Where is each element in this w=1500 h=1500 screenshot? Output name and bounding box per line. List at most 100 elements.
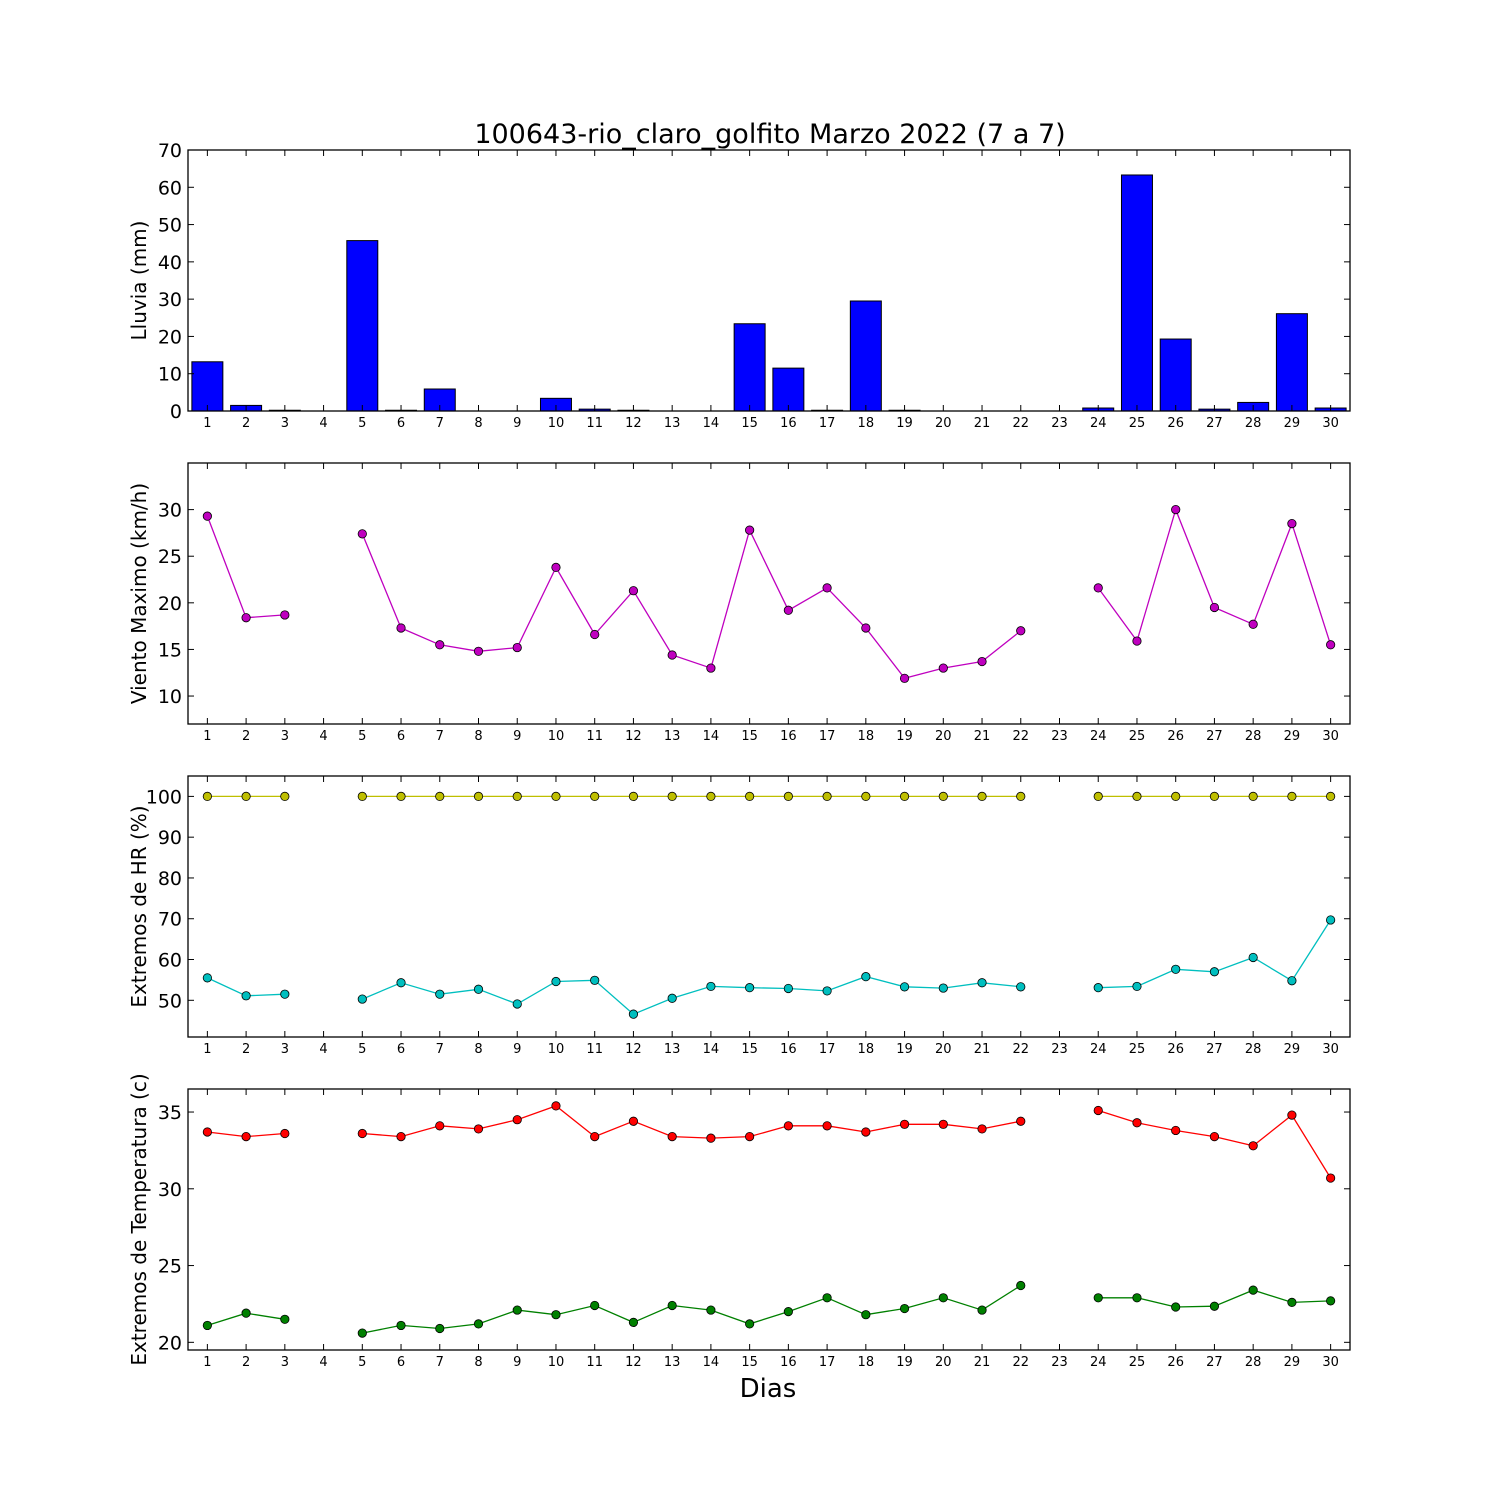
series-1-point-day-30 <box>1326 1173 1336 1183</box>
series-1-point-day-6 <box>396 623 406 633</box>
x-tick-label: 15 <box>741 1355 758 1370</box>
series-2-point-day-3 <box>280 989 290 999</box>
x-tick-label: 12 <box>625 729 642 744</box>
y-tick-label: 80 <box>158 868 182 890</box>
series-1-point-day-13 <box>667 1131 677 1142</box>
series-1-point-day-24 <box>1093 1105 1103 1116</box>
series-1-point-day-29 <box>1287 1110 1297 1120</box>
series-1-point-day-11 <box>590 791 600 801</box>
x-tick-label: 5 <box>358 1355 366 1370</box>
x-tick-label: 23 <box>1051 416 1068 431</box>
y-axis-label: Extremos de Temperatura (c) <box>127 1073 151 1365</box>
x-tick-label: 11 <box>586 729 603 744</box>
series-1-point-day-10 <box>551 1101 561 1111</box>
x-tick-label: 1 <box>203 729 211 744</box>
x-tick-label: 8 <box>474 1042 482 1057</box>
x-tick-label: 9 <box>513 729 521 744</box>
series-1-point-day-6 <box>396 1131 406 1142</box>
y-tick-label: 70 <box>158 140 182 162</box>
series-2-line <box>207 919 1332 1015</box>
y-tick-label: 25 <box>158 1256 182 1278</box>
x-tick-label: 28 <box>1245 1042 1262 1057</box>
series-1-point-day-16 <box>783 605 793 615</box>
x-tick-label: 12 <box>625 1042 642 1057</box>
series-2-point-day-9 <box>512 999 522 1009</box>
series-1-point-day-30 <box>1326 791 1336 801</box>
series-2-point-day-26 <box>1171 1302 1181 1312</box>
series-2-line <box>207 1284 1331 1334</box>
series-2-point-day-8 <box>473 984 484 994</box>
x-tick-label: 11 <box>586 1042 603 1057</box>
x-tick-label: 7 <box>436 1355 444 1370</box>
rain-bar-day-26 <box>1159 338 1192 412</box>
series-2-point-day-2 <box>241 1308 251 1318</box>
y-tick-label: 90 <box>158 827 182 849</box>
series-1-point-day-17 <box>822 1121 832 1131</box>
series-2-point-day-30 <box>1326 915 1336 925</box>
x-tick-label: 25 <box>1129 729 1146 744</box>
x-tick-label: 30 <box>1322 416 1339 431</box>
series-1-point-day-14 <box>706 1133 716 1143</box>
series-1-point-day-26 <box>1171 791 1181 801</box>
series-1-point-day-3 <box>280 1128 290 1139</box>
x-tick-label: 21 <box>974 416 991 431</box>
x-tick-label: 15 <box>741 729 758 744</box>
x-tick-label: 27 <box>1206 1042 1223 1057</box>
x-tick-label: 18 <box>858 729 875 744</box>
series-2-point-day-22 <box>1016 982 1026 992</box>
series-1-point-day-11 <box>590 629 600 640</box>
x-tick-label: 23 <box>1051 1042 1068 1057</box>
x-tick-label: 20 <box>935 729 952 744</box>
series-1-point-day-27 <box>1209 791 1220 801</box>
series-2-point-day-10 <box>551 1310 561 1320</box>
series-1-point-day-26 <box>1171 1125 1181 1136</box>
x-tick-label: 13 <box>664 1355 681 1370</box>
x-tick-label: 23 <box>1051 1355 1068 1370</box>
x-tick-label: 24 <box>1090 416 1107 431</box>
series-2-point-day-25 <box>1132 1293 1142 1303</box>
series-1-point-day-1 <box>202 791 212 801</box>
x-tick-label: 29 <box>1284 416 1301 431</box>
series-2-point-day-24 <box>1093 983 1103 993</box>
series-1-point-day-22 <box>1016 791 1026 801</box>
y-tick-label: 60 <box>158 177 182 199</box>
x-tick-label: 26 <box>1167 1042 1184 1057</box>
x-tick-label: 4 <box>319 729 327 744</box>
y-tick-label: 100 <box>146 786 182 808</box>
series-2-point-day-19 <box>899 1303 910 1314</box>
rain-bar-day-25 <box>1120 174 1153 412</box>
series-1-point-day-20 <box>938 663 948 673</box>
x-tick-label: 8 <box>474 1355 482 1370</box>
series-1-point-day-11 <box>590 1131 600 1142</box>
rain-bar-day-29 <box>1275 313 1308 412</box>
series-1-point-day-12 <box>628 586 639 596</box>
x-tick-label: 26 <box>1167 1355 1184 1370</box>
series-1-point-day-24 <box>1093 791 1103 801</box>
y-tick-label: 10 <box>158 686 182 708</box>
series-1-point-day-27 <box>1209 1131 1220 1142</box>
series-1-point-day-19 <box>899 1119 910 1129</box>
series-2-point-day-3 <box>280 1314 290 1324</box>
series-2-point-day-20 <box>938 983 948 993</box>
x-tick-label: 8 <box>474 729 482 744</box>
series-2-point-day-6 <box>396 978 406 988</box>
series-1-point-day-1 <box>202 511 212 521</box>
y-axis-label: Extremos de HR (%) <box>127 805 151 1007</box>
x-tick-label: 28 <box>1245 729 1262 744</box>
series-2-point-day-1 <box>202 973 212 983</box>
y-tick-label: 50 <box>158 215 182 237</box>
series-1-point-day-1 <box>202 1127 212 1137</box>
series-1-point-day-15 <box>745 1131 755 1142</box>
x-tick-label: 17 <box>819 729 836 744</box>
x-tick-label: 3 <box>281 416 289 431</box>
x-tick-label: 21 <box>974 1042 991 1057</box>
y-axis-label: Lluvia (mm) <box>127 221 151 341</box>
series-2-point-day-28 <box>1248 952 1258 963</box>
x-tick-label: 2 <box>242 729 250 744</box>
x-tick-label: 14 <box>703 729 720 744</box>
series-1-point-day-9 <box>512 642 522 653</box>
x-tick-label: 18 <box>858 416 875 431</box>
x-tick-label: 10 <box>548 1355 565 1370</box>
x-tick-label: 9 <box>513 416 521 431</box>
